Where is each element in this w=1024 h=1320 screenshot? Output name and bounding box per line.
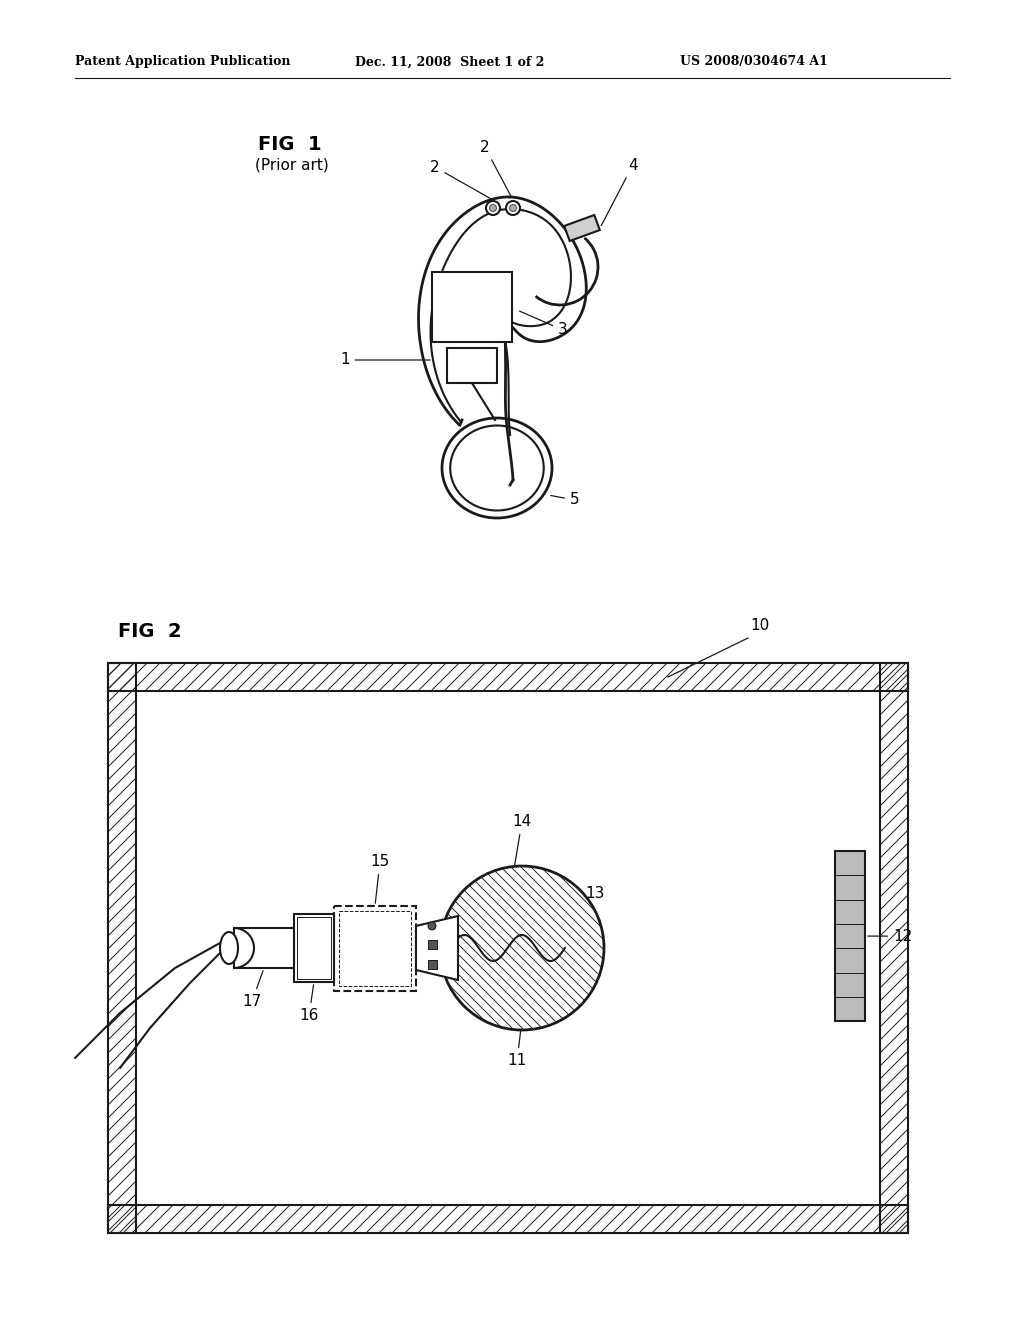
Text: (Prior art): (Prior art) xyxy=(255,158,329,173)
Text: 17: 17 xyxy=(243,970,263,1008)
Text: 13: 13 xyxy=(547,886,604,950)
Bar xyxy=(108,1205,908,1233)
Bar xyxy=(447,348,497,383)
Bar xyxy=(339,911,411,986)
Bar xyxy=(835,851,865,1022)
Text: 3: 3 xyxy=(519,312,567,338)
Text: 4: 4 xyxy=(601,157,638,226)
Bar xyxy=(432,272,512,342)
Polygon shape xyxy=(416,916,458,979)
Bar xyxy=(880,663,908,1233)
Bar xyxy=(234,928,294,968)
Text: 16: 16 xyxy=(299,985,318,1023)
Text: 11: 11 xyxy=(507,1023,526,1068)
Bar xyxy=(334,906,416,991)
Bar xyxy=(136,690,880,1205)
Text: 12: 12 xyxy=(867,928,912,944)
Circle shape xyxy=(510,205,516,211)
Text: FIG  1: FIG 1 xyxy=(258,135,322,154)
Text: 1: 1 xyxy=(340,352,430,367)
Text: 2: 2 xyxy=(430,160,490,198)
Circle shape xyxy=(440,866,604,1030)
Ellipse shape xyxy=(442,418,552,517)
Text: Patent Application Publication: Patent Application Publication xyxy=(75,55,291,69)
Circle shape xyxy=(428,921,436,931)
Text: 14: 14 xyxy=(512,814,531,878)
Bar xyxy=(297,917,331,979)
Bar xyxy=(108,663,908,690)
Bar xyxy=(428,940,437,949)
Text: FIG  2: FIG 2 xyxy=(118,622,181,642)
Bar xyxy=(108,663,136,1233)
Text: US 2008/0304674 A1: US 2008/0304674 A1 xyxy=(680,55,827,69)
Text: 15: 15 xyxy=(371,854,389,903)
Text: Dec. 11, 2008  Sheet 1 of 2: Dec. 11, 2008 Sheet 1 of 2 xyxy=(355,55,545,69)
Circle shape xyxy=(489,205,497,211)
Text: 10: 10 xyxy=(750,618,769,634)
Text: 2: 2 xyxy=(480,140,512,198)
Circle shape xyxy=(506,201,520,215)
Bar xyxy=(564,215,600,242)
Ellipse shape xyxy=(220,932,238,964)
Bar xyxy=(294,913,334,982)
Bar xyxy=(428,960,437,969)
Circle shape xyxy=(486,201,500,215)
Text: 5: 5 xyxy=(551,492,580,507)
